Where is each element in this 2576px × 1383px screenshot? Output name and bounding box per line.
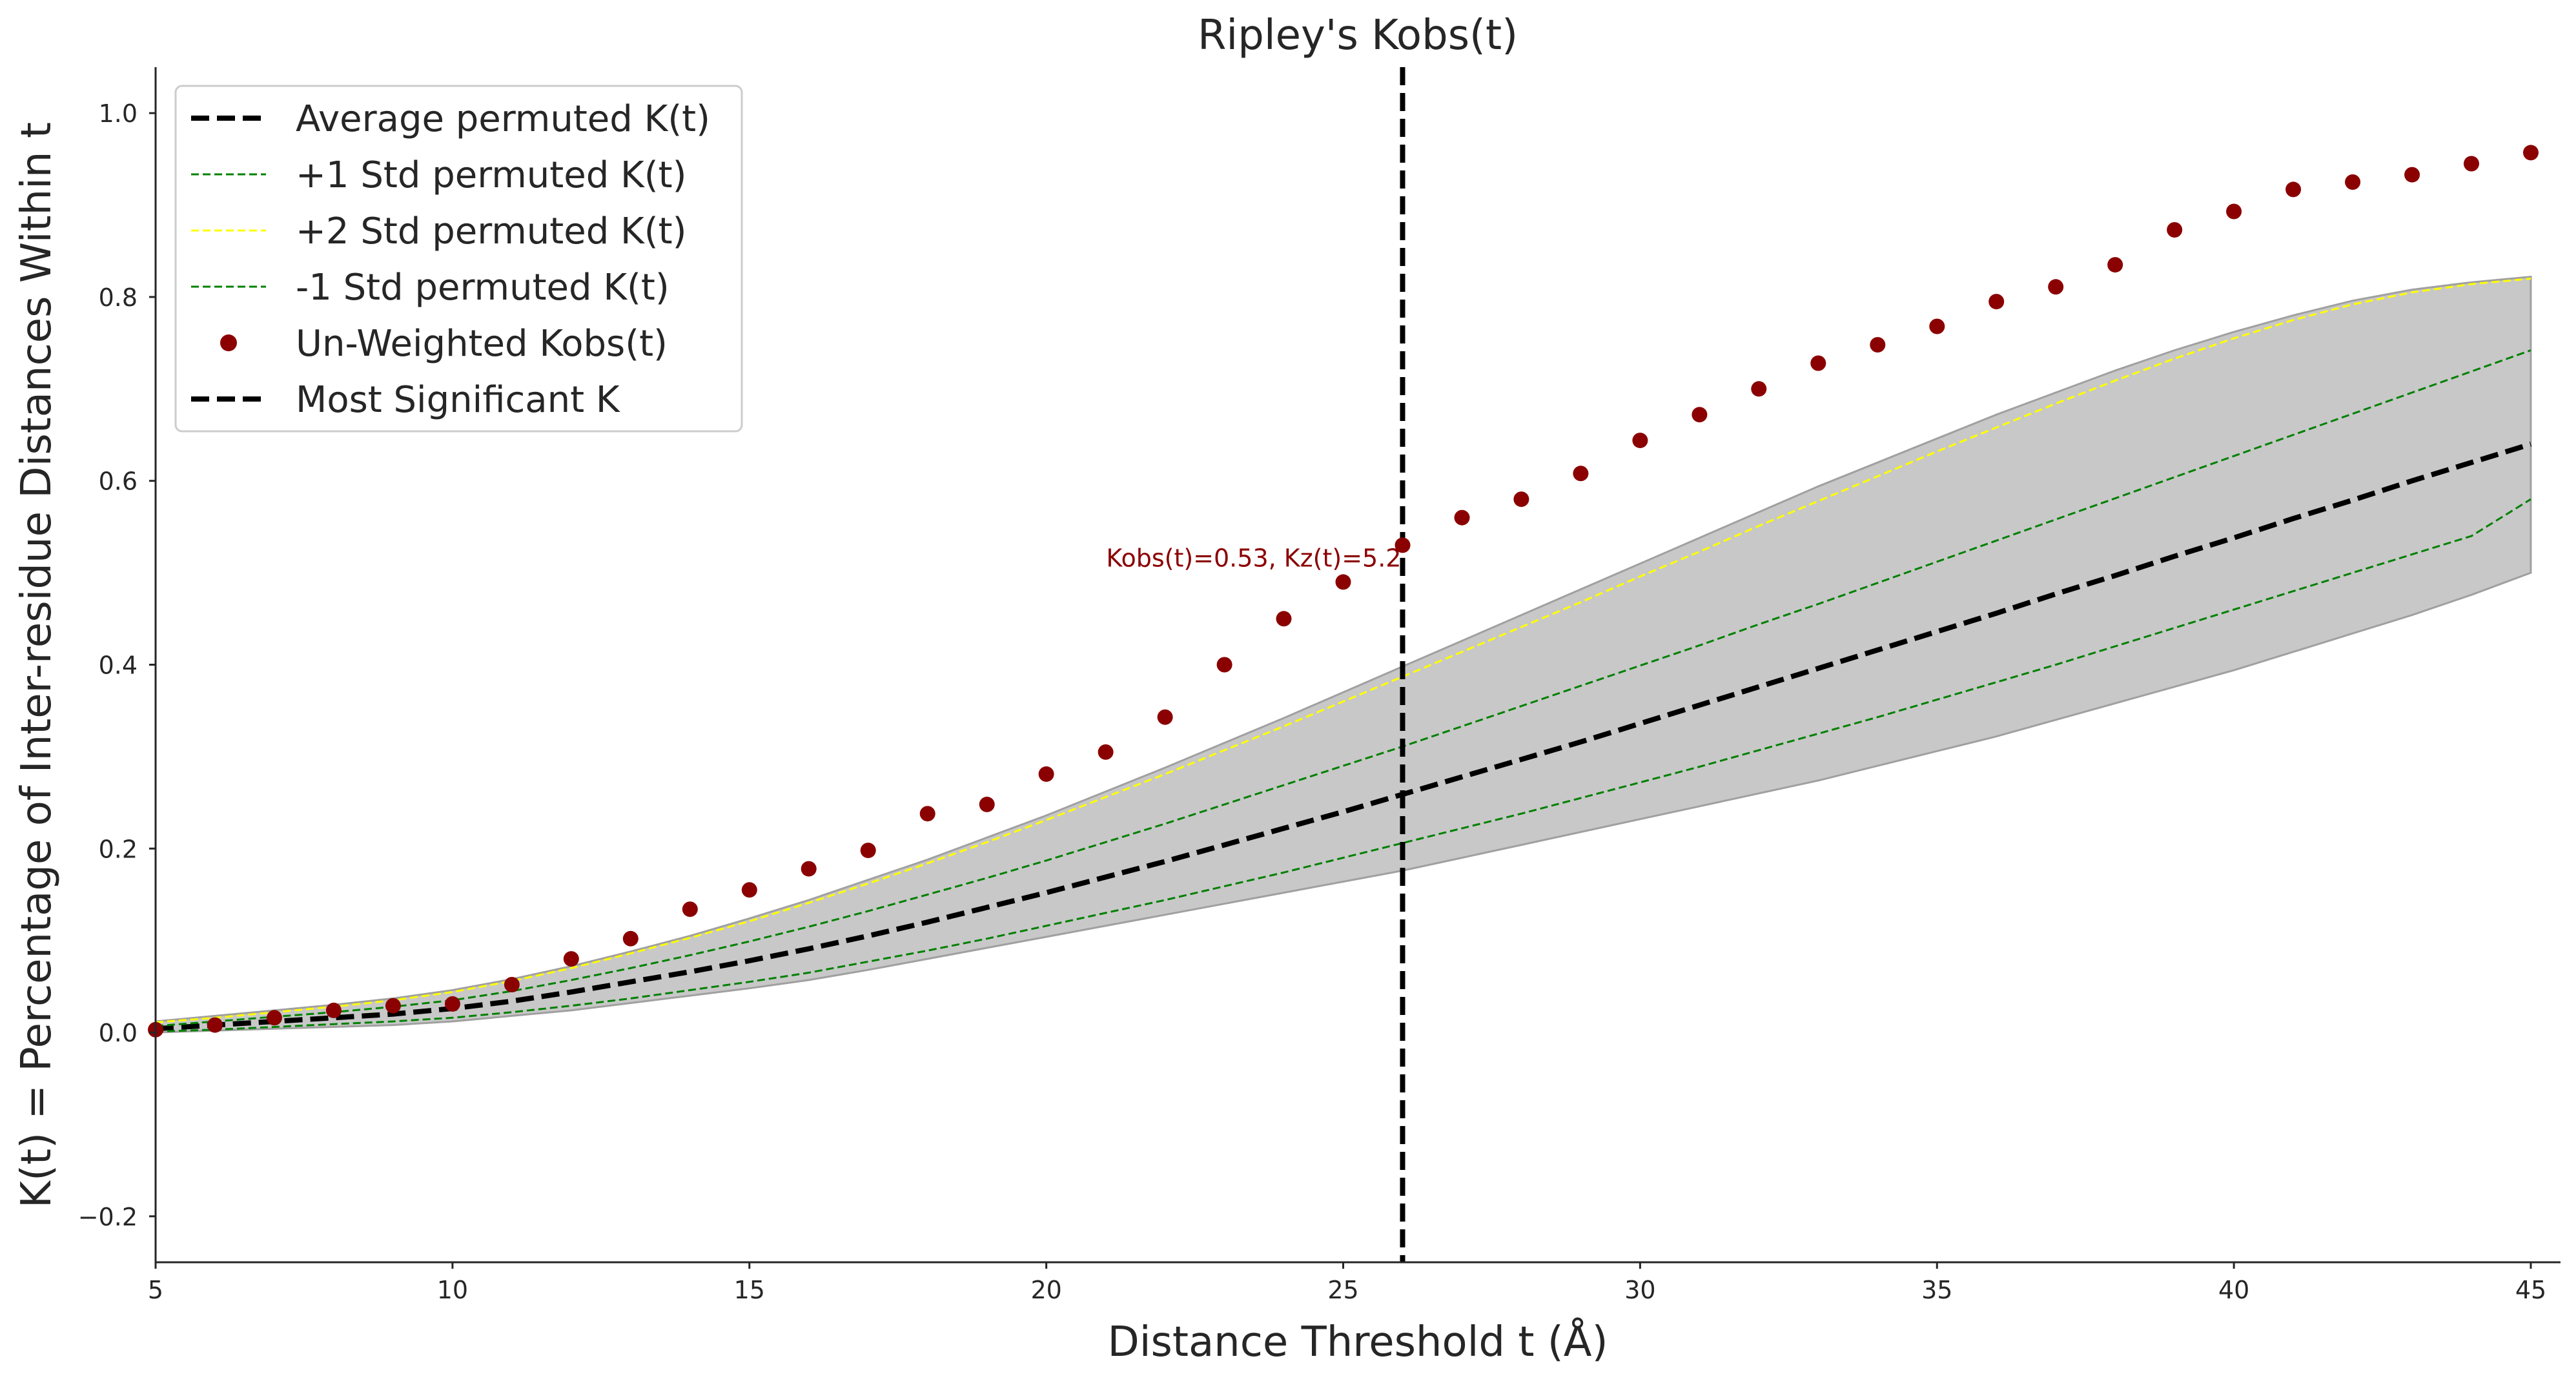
- x-ticks: 5 10 15 20 25 30 35 40 45: [148, 1262, 2546, 1304]
- legend-label-2-std-permuted-k-t: +2 Std permuted K(t): [296, 210, 686, 252]
- std-band: [154, 275, 2532, 1034]
- legend-swatch-un-weighted-kobs-t: [220, 334, 237, 351]
- kobs-point: [622, 930, 639, 947]
- kobs-point: [2404, 167, 2420, 183]
- kobs-point: [1157, 709, 1173, 725]
- y-tick-label: 0.6: [99, 467, 138, 496]
- kobs-point: [1216, 657, 1232, 673]
- legend-label-most-significant-k: Most Significant K: [296, 379, 620, 421]
- kobs-point: [1692, 407, 1708, 423]
- kobs-point: [919, 806, 935, 822]
- kobs-point: [2167, 222, 2183, 238]
- chart-title: Ripley's Kobs(t): [1198, 12, 1518, 59]
- x-tick-label: 20: [1030, 1276, 1061, 1304]
- kobs-point: [860, 843, 876, 859]
- kobs-point: [2285, 181, 2302, 198]
- kobs-point: [2048, 279, 2064, 295]
- y-tick-label: 0.2: [99, 835, 138, 863]
- kobs-point: [325, 1002, 342, 1018]
- x-tick-label: 30: [1624, 1276, 1655, 1304]
- legend-label-un-weighted-kobs-t: Un-Weighted Kobs(t): [296, 323, 668, 365]
- kobs-point: [1751, 381, 1767, 397]
- kobs-point: [1335, 574, 1351, 590]
- series-line-average-permuted-k-t: [155, 441, 2532, 1032]
- y-tick-label: 0.4: [99, 651, 138, 680]
- kobs-point: [2464, 156, 2479, 172]
- x-tick-label: 5: [148, 1276, 163, 1304]
- y-tick-label: 1.0: [99, 99, 138, 128]
- y-axis-label: K(t) = Percentage of Inter-residue Dista…: [13, 122, 61, 1208]
- kobs-point: [444, 996, 460, 1012]
- x-tick-label: 15: [734, 1276, 765, 1304]
- kobs-point: [1870, 337, 1886, 353]
- x-axis-label: Distance Threshold t (Å): [1107, 1317, 1608, 1366]
- kobs-point: [385, 998, 401, 1014]
- kobs-point: [2107, 257, 2123, 273]
- kobs-point: [801, 861, 817, 877]
- legend: Average permuted K(t) +1 Std permuted K(t…: [174, 85, 743, 433]
- kobs-point: [1395, 537, 1411, 553]
- kobs-point: [2523, 145, 2539, 161]
- kobs-point: [979, 796, 995, 812]
- kobs-point: [741, 882, 757, 898]
- y-tick-label: 0.8: [99, 283, 138, 312]
- kobs-point: [1632, 433, 1648, 449]
- series-line-1-std-permuted-k-t: [155, 498, 2531, 1033]
- plot-area: Kobs(t)=0.53, Kz(t)=5.2: [148, 67, 2539, 1262]
- legend-label-average-permuted-k-t: Average permuted K(t): [296, 98, 710, 140]
- x-tick-label: 10: [437, 1276, 468, 1304]
- legend-label-1-std-permuted-k-t: +1 Std permuted K(t): [296, 154, 686, 196]
- legend-frame: [174, 85, 743, 433]
- kobs-point: [1988, 294, 2005, 310]
- kobs-point: [2345, 174, 2361, 190]
- series-line-1-std-permuted-k-t: [155, 349, 2531, 1027]
- annotation-label: Kobs(t)=0.53, Kz(t)=5.2: [1106, 544, 1401, 572]
- y-ticks: −0.2 0.0 0.2 0.4 0.6 0.8 1.0: [78, 99, 156, 1231]
- kobs-points: [148, 145, 2539, 1038]
- kobs-point: [1276, 611, 1292, 627]
- kobs-point: [682, 901, 698, 917]
- kobs-point: [1929, 318, 1945, 334]
- x-tick-label: 25: [1327, 1276, 1358, 1304]
- x-tick-label: 35: [1921, 1276, 1952, 1304]
- y-tick-label: 0.0: [99, 1019, 138, 1047]
- x-tick-label: 40: [2218, 1276, 2249, 1304]
- kobs-point: [563, 951, 579, 967]
- kobs-point: [1454, 509, 1470, 526]
- legend-label-1-std-permuted-k-t: -1 Std permuted K(t): [296, 267, 670, 309]
- series-layer: [155, 278, 2532, 1033]
- x-tick-label: 45: [2515, 1276, 2546, 1304]
- kobs-point: [1038, 766, 1054, 782]
- kobs-point: [2226, 203, 2242, 220]
- kobs-point: [267, 1010, 282, 1026]
- kobs-point: [1513, 491, 1529, 507]
- kobs-point: [504, 977, 520, 992]
- kobs-point: [1810, 355, 1826, 371]
- y-tick-label: −0.2: [78, 1203, 138, 1231]
- series-line-2-std-permuted-k-t: [155, 278, 2531, 1023]
- axes: 5 10 15 20 25 30 35 40 45 −0.2 0.0 0.2 0.4 0.6 0.8 1.0: [78, 67, 2561, 1304]
- kobs-point: [207, 1017, 223, 1033]
- kobs-point: [1098, 744, 1114, 760]
- kobs-point: [1573, 466, 1589, 482]
